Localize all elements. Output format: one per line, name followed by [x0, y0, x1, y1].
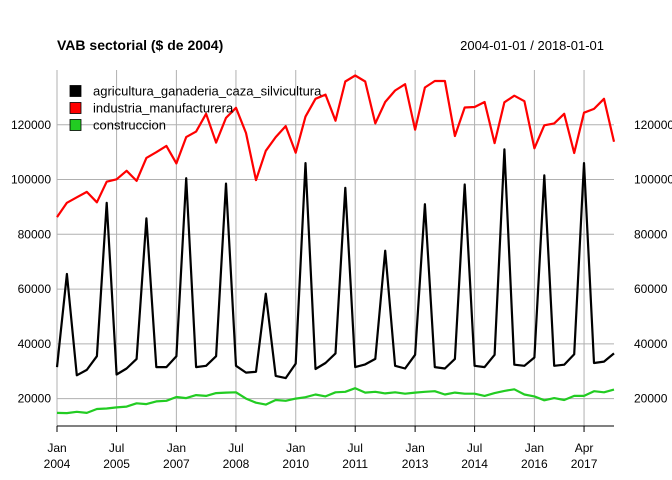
- y-tick-label-left: 60000: [18, 282, 52, 296]
- legend: agricultura_ganaderia_caza_silviculturai…: [69, 84, 322, 133]
- legend-label: agricultura_ganaderia_caza_silvicultura: [93, 84, 322, 99]
- y-tick-label-right: 100000: [634, 173, 672, 187]
- y-tick-label-left: 120000: [11, 118, 51, 132]
- x-tick-label-month: Jul: [228, 441, 243, 455]
- x-tick-label-month: Apr: [575, 441, 594, 455]
- legend-swatch: [69, 119, 82, 131]
- chart-title: VAB sectorial ($ de 2004): [57, 37, 223, 53]
- y-tick-label-right: 20000: [634, 392, 668, 406]
- y-tick-label-right: 80000: [634, 227, 668, 241]
- x-tick-label-month: Jan: [167, 441, 186, 455]
- x-tick-label-month: Jan: [525, 441, 544, 455]
- legend-label: construccion: [93, 118, 166, 133]
- x-tick-label-year: 2011: [342, 457, 368, 471]
- x-tick-label-year: 2008: [223, 457, 250, 471]
- series-group: [55, 74, 616, 415]
- legend-swatch: [69, 85, 82, 97]
- x-tick-label-year: 2016: [521, 457, 548, 471]
- series-line-0: [55, 148, 615, 380]
- y-tick-label-right: 40000: [634, 337, 668, 351]
- y-tick-label-left: 20000: [18, 392, 52, 406]
- legend-label: industria_manufacturera: [93, 101, 234, 116]
- legend-swatch: [69, 102, 82, 114]
- x-tick-label-year: 2004: [44, 457, 71, 471]
- x-tick-label-year: 2007: [163, 457, 190, 471]
- x-tick-label-month: Jan: [47, 441, 66, 455]
- x-tick-label-year: 2017: [571, 457, 598, 471]
- x-tick-label-year: 2014: [461, 457, 488, 471]
- x-tick-label-year: 2005: [103, 457, 130, 471]
- x-tick-label-year: 2010: [282, 457, 309, 471]
- date-range-label: 2004-01-01 / 2018-01-01: [460, 38, 604, 53]
- x-tick-label-month: Jul: [467, 441, 482, 455]
- series-line-1: [56, 74, 616, 218]
- x-tick-label-month: Jul: [348, 441, 363, 455]
- x-tick-label-month: Jan: [405, 441, 424, 455]
- y-tick-label-left: 80000: [18, 227, 52, 241]
- y-tick-label-left: 40000: [18, 337, 52, 351]
- y-tick-label-right: 120000: [634, 118, 672, 132]
- y-tick-label-left: 100000: [11, 173, 51, 187]
- x-tick-label-year: 2013: [402, 457, 429, 471]
- x-tick-label-month: Jan: [286, 441, 305, 455]
- series-line-2: [56, 387, 615, 415]
- x-tick-label-month: Jul: [109, 441, 124, 455]
- y-tick-label-right: 60000: [634, 282, 668, 296]
- axes: 20000 20000 40000 40000 60000 60000 80000 80000…: [11, 118, 672, 471]
